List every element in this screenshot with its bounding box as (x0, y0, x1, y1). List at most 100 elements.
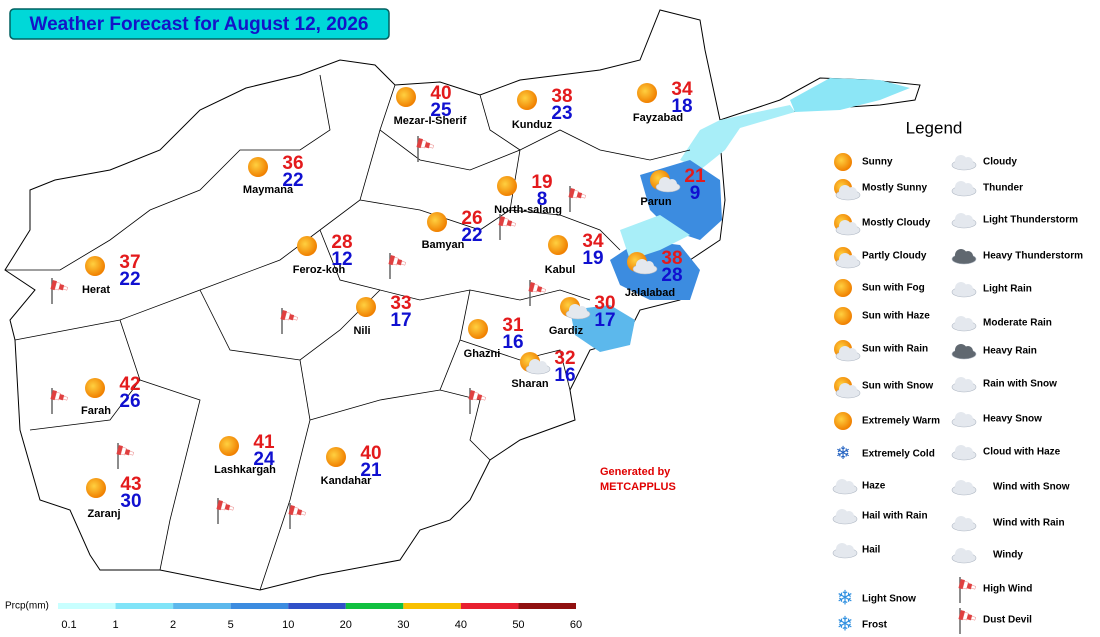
city-name: Parun (640, 196, 671, 208)
credit: METCAPPLUS (600, 481, 676, 493)
sock-stripe (428, 144, 434, 149)
min-temp: 28 (661, 265, 682, 286)
cloud-icon (537, 361, 547, 371)
legend-label: Frost (862, 620, 888, 631)
colorbar-label: Prcp(mm) (5, 601, 49, 612)
min-temp: 23 (551, 103, 572, 124)
min-temp: 26 (119, 391, 140, 412)
cloud-icon (963, 414, 973, 424)
city-name: Ghazni (464, 348, 501, 360)
max-temp: 33 (390, 293, 411, 314)
sun-icon (548, 235, 568, 255)
city-name: Sharan (511, 378, 549, 390)
max-temp: 38 (661, 248, 682, 269)
legend-label: Sun with Haze (862, 311, 930, 322)
min-temp: 22 (282, 170, 303, 191)
colorbar-segment (115, 603, 174, 609)
city-name: Kandahar (321, 475, 372, 487)
city-name: Fayzabad (633, 112, 683, 124)
city-name: Lashkargah (214, 464, 276, 476)
sun-icon (86, 478, 106, 498)
cloud-icon (963, 215, 973, 225)
cloud-icon (847, 348, 857, 358)
snow-icon: ❄ (837, 613, 854, 635)
city-name: North-salang (494, 204, 562, 216)
sock-stripe (970, 616, 976, 621)
colorbar-segment (345, 603, 404, 609)
credit: Generated by (600, 466, 671, 478)
sock-stripe (400, 261, 406, 266)
city-name: Farah (81, 405, 111, 417)
colorbar-segment (173, 603, 231, 609)
legend-label: Sunny (862, 157, 893, 168)
colorbar-tick-label: 20 (340, 619, 352, 631)
legend-label: Hail with Rain (862, 511, 928, 522)
min-temp: 16 (554, 365, 575, 386)
city-name: Kunduz (512, 119, 553, 131)
sun-icon (834, 153, 852, 171)
legend-label: Windy (993, 550, 1023, 561)
cloud-icon (847, 187, 857, 197)
min-temp: 22 (119, 269, 140, 290)
cloud-icon (963, 183, 973, 193)
colorbar-tick-label: 50 (512, 619, 524, 631)
cloud-icon (963, 251, 973, 261)
legend-label: High Wind (983, 584, 1032, 595)
max-temp: 42 (119, 374, 140, 395)
min-temp: 22 (461, 225, 482, 246)
cloud-icon (667, 179, 677, 189)
min-temp: 16 (502, 332, 523, 353)
legend-label: Wind with Rain (993, 518, 1065, 529)
sun-icon (297, 236, 317, 256)
legend-label: Cloudy (983, 157, 1017, 168)
sock-stripe (62, 286, 68, 291)
sun-icon (834, 412, 852, 430)
legend-label: Extremely Warm (862, 416, 940, 427)
legend-label: Sun with Fog (862, 283, 925, 294)
sun-icon (396, 87, 416, 107)
sun-icon (834, 279, 852, 297)
sock-stripe (292, 316, 298, 321)
colorbar-segment (58, 603, 116, 609)
sun-icon (468, 319, 488, 339)
max-temp: 30 (594, 293, 615, 314)
colorbar-segment (230, 603, 289, 609)
cloud-icon (963, 157, 973, 167)
max-temp: 28 (331, 232, 352, 253)
legend-label: Light Thunderstorm (983, 215, 1078, 226)
sun-icon (219, 436, 239, 456)
colorbar-segment (460, 603, 519, 609)
max-temp: 40 (360, 443, 381, 464)
sun-icon (356, 297, 376, 317)
cloud-icon (963, 447, 973, 457)
min-temp: 8 (537, 189, 548, 210)
city-name: Nili (353, 325, 370, 337)
colorbar-tick-label: 60 (570, 619, 582, 631)
sock-stripe (480, 396, 486, 401)
max-temp: 32 (554, 348, 575, 369)
max-temp: 34 (671, 79, 693, 100)
max-temp: 34 (582, 231, 604, 252)
country-outline (4, 9, 921, 591)
legend-label: Mostly Cloudy (862, 218, 931, 229)
max-temp: 38 (551, 86, 572, 107)
sock-stripe (540, 288, 546, 293)
min-temp: 21 (360, 460, 382, 481)
cloud-icon (847, 385, 857, 395)
legend-label: Light Rain (983, 284, 1032, 295)
title-box (9, 8, 390, 40)
max-temp: 26 (461, 208, 482, 229)
min-temp: 25 (430, 100, 452, 121)
colorbar-tick-label: 40 (455, 619, 467, 631)
city-name: Herat (82, 284, 110, 296)
legend-label: Light Snow (862, 594, 916, 605)
cloud-icon (963, 284, 973, 294)
cold-icon: ❄ (835, 443, 850, 463)
cloud-icon (847, 222, 857, 232)
sun-icon (85, 378, 105, 398)
city-name: Gardiz (549, 325, 584, 337)
max-temp: 40 (430, 83, 451, 104)
snow-icon: ❄ (837, 587, 854, 609)
max-temp: 43 (120, 474, 141, 495)
